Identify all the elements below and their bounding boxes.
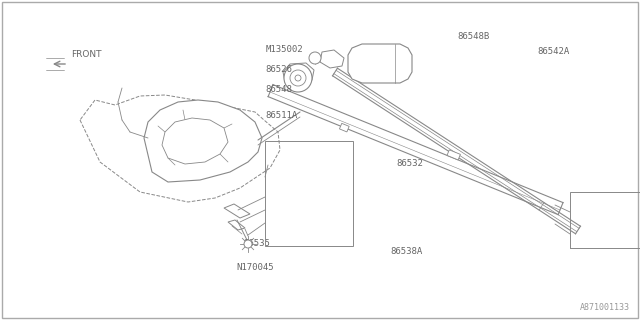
Text: 86538A: 86538A	[390, 247, 422, 256]
Polygon shape	[447, 150, 460, 160]
Polygon shape	[228, 220, 245, 230]
Text: M135002: M135002	[266, 45, 303, 54]
Circle shape	[295, 75, 301, 81]
Text: A871001133: A871001133	[580, 303, 630, 312]
Circle shape	[290, 70, 306, 86]
Text: 86532: 86532	[397, 159, 424, 168]
Text: 86526: 86526	[266, 65, 292, 74]
Polygon shape	[283, 63, 314, 87]
Polygon shape	[144, 100, 262, 182]
Polygon shape	[224, 204, 250, 218]
Text: 86548: 86548	[266, 85, 292, 94]
Text: FRONT: FRONT	[71, 50, 102, 59]
Bar	[265, 141, 353, 246]
Text: 86511A: 86511A	[266, 111, 298, 120]
Text: 86542A: 86542A	[538, 47, 570, 56]
Circle shape	[284, 64, 312, 92]
Bar	[570, 192, 640, 248]
Polygon shape	[162, 118, 228, 164]
Polygon shape	[320, 50, 344, 68]
Polygon shape	[339, 123, 349, 132]
Text: 86548B: 86548B	[458, 32, 490, 41]
Polygon shape	[80, 95, 280, 202]
Polygon shape	[348, 44, 412, 83]
Circle shape	[309, 52, 321, 64]
Text: 86535: 86535	[243, 239, 270, 248]
Circle shape	[244, 240, 252, 248]
Text: N170045: N170045	[237, 263, 275, 272]
